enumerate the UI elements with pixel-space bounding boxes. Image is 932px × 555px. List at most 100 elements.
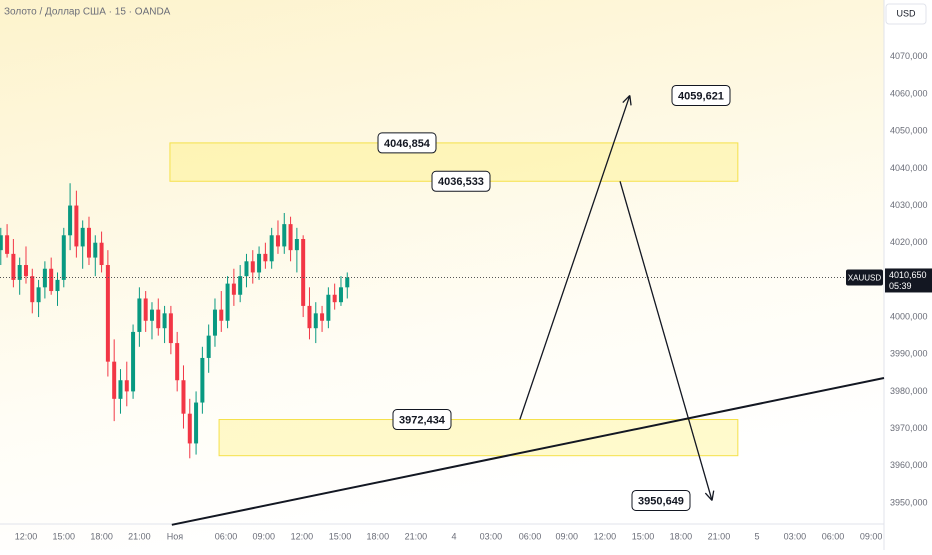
candle-body (282, 224, 287, 247)
candle-body (162, 313, 167, 329)
x-tick-label: 12:00 (594, 531, 617, 541)
x-tick-label: 12:00 (15, 531, 38, 541)
candle-body (345, 277, 350, 288)
candle-body (275, 235, 280, 247)
candle-body (320, 313, 325, 321)
candle-body (55, 279, 60, 292)
price-label-box (671, 84, 731, 106)
symbol: XAUUSD (848, 274, 882, 283)
candle-body (313, 313, 318, 329)
candle-body (288, 224, 293, 251)
candle-body (225, 283, 230, 321)
x-tick-label: 18:00 (670, 531, 693, 541)
x-tick-label: 03:00 (784, 531, 807, 541)
price-label-box (431, 170, 491, 192)
x-tick-label: 03:00 (480, 531, 503, 541)
y-tick-label: 3990,000 (890, 349, 928, 359)
x-tick-label: 09:00 (253, 531, 276, 541)
candle-body (257, 253, 262, 273)
x-tick-label: 06:00 (822, 531, 845, 541)
arrow-head (622, 94, 631, 104)
x-tick-label: 18:00 (90, 531, 113, 541)
candle-body (269, 235, 274, 262)
arrow-head (704, 492, 713, 501)
x-tick-label: 4 (452, 531, 457, 541)
x-tick-label: Ноя (167, 531, 184, 541)
last-price: 4010,650 (889, 270, 927, 280)
x-tick-label: 18:00 (367, 531, 390, 541)
price-label-box (631, 489, 691, 511)
y-tick-label: 3950,000 (890, 497, 928, 507)
price-label: 4046,854 (384, 138, 431, 150)
candle-body (187, 413, 192, 444)
price-label: 4036,533 (438, 176, 484, 188)
candle-body (105, 265, 110, 362)
candle-body (219, 309, 224, 321)
candle-body (181, 380, 186, 414)
candle-body (168, 313, 173, 344)
y-tick-label: 4000,000 (890, 311, 928, 321)
candle-body (118, 380, 123, 399)
candle-body (124, 380, 129, 392)
candle-body (5, 235, 10, 254)
y-tick-label: 3980,000 (890, 386, 928, 396)
candle-body (301, 238, 306, 306)
candle-body (99, 242, 104, 266)
price-label: 3972,434 (399, 414, 446, 426)
arrow (619, 181, 713, 501)
candle-body (42, 268, 47, 288)
price-label-box (392, 409, 452, 431)
candle-body (137, 298, 142, 332)
chart-title: Золото / Доллар США · 15 · OANDA (4, 7, 171, 18)
candle-body (149, 309, 154, 321)
x-tick-label: 21:00 (708, 531, 731, 541)
y-tick-label: 3970,000 (890, 423, 928, 433)
candle-body (93, 242, 98, 258)
x-tick-label: 15:00 (632, 531, 655, 541)
last-price-box (885, 268, 932, 293)
candle-body (212, 309, 217, 336)
candle-body (332, 294, 337, 303)
arrow (519, 95, 631, 420)
candle-body (206, 335, 211, 358)
candle-body (86, 227, 91, 258)
countdown: 05:39 (889, 281, 912, 291)
candle-body (17, 265, 22, 280)
candle-body (0, 235, 3, 251)
candle-body (68, 205, 73, 236)
candle-body (244, 261, 249, 277)
y-tick-label: 3960,000 (890, 460, 928, 470)
candle-body (23, 265, 28, 277)
x-tick-label: 09:00 (556, 531, 579, 541)
x-tick-label: 21:00 (128, 531, 151, 541)
y-tick-label: 4040,000 (890, 163, 928, 173)
candle-body (143, 298, 148, 321)
candle-body (11, 253, 16, 280)
candle-body (36, 287, 41, 303)
background (0, 0, 884, 550)
candle-body (200, 357, 205, 403)
x-tick-label: 15:00 (53, 531, 76, 541)
x-tick-label: 09:00 (860, 531, 883, 541)
candle-body (231, 283, 236, 295)
arrow-head (629, 95, 632, 106)
x-tick-label: 15:00 (329, 531, 352, 541)
candle-body (263, 253, 268, 262)
candle-body (238, 276, 243, 295)
x-tick-label: 06:00 (215, 531, 238, 541)
candle-body (156, 309, 161, 329)
candle-body (74, 205, 79, 247)
candle-body (80, 227, 85, 247)
x-tick-label: 21:00 (405, 531, 428, 541)
x-tick-label: 12:00 (291, 531, 314, 541)
candle-body (250, 261, 255, 273)
y-tick-label: 4060,000 (890, 88, 928, 98)
symbol-box (846, 269, 883, 286)
currency-box[interactable] (885, 3, 927, 25)
y-tick-label: 4050,000 (890, 126, 928, 136)
candle-body (338, 287, 343, 303)
trendline (171, 377, 885, 526)
candle-body (61, 235, 66, 280)
y-tick-label: 4030,000 (890, 200, 928, 210)
